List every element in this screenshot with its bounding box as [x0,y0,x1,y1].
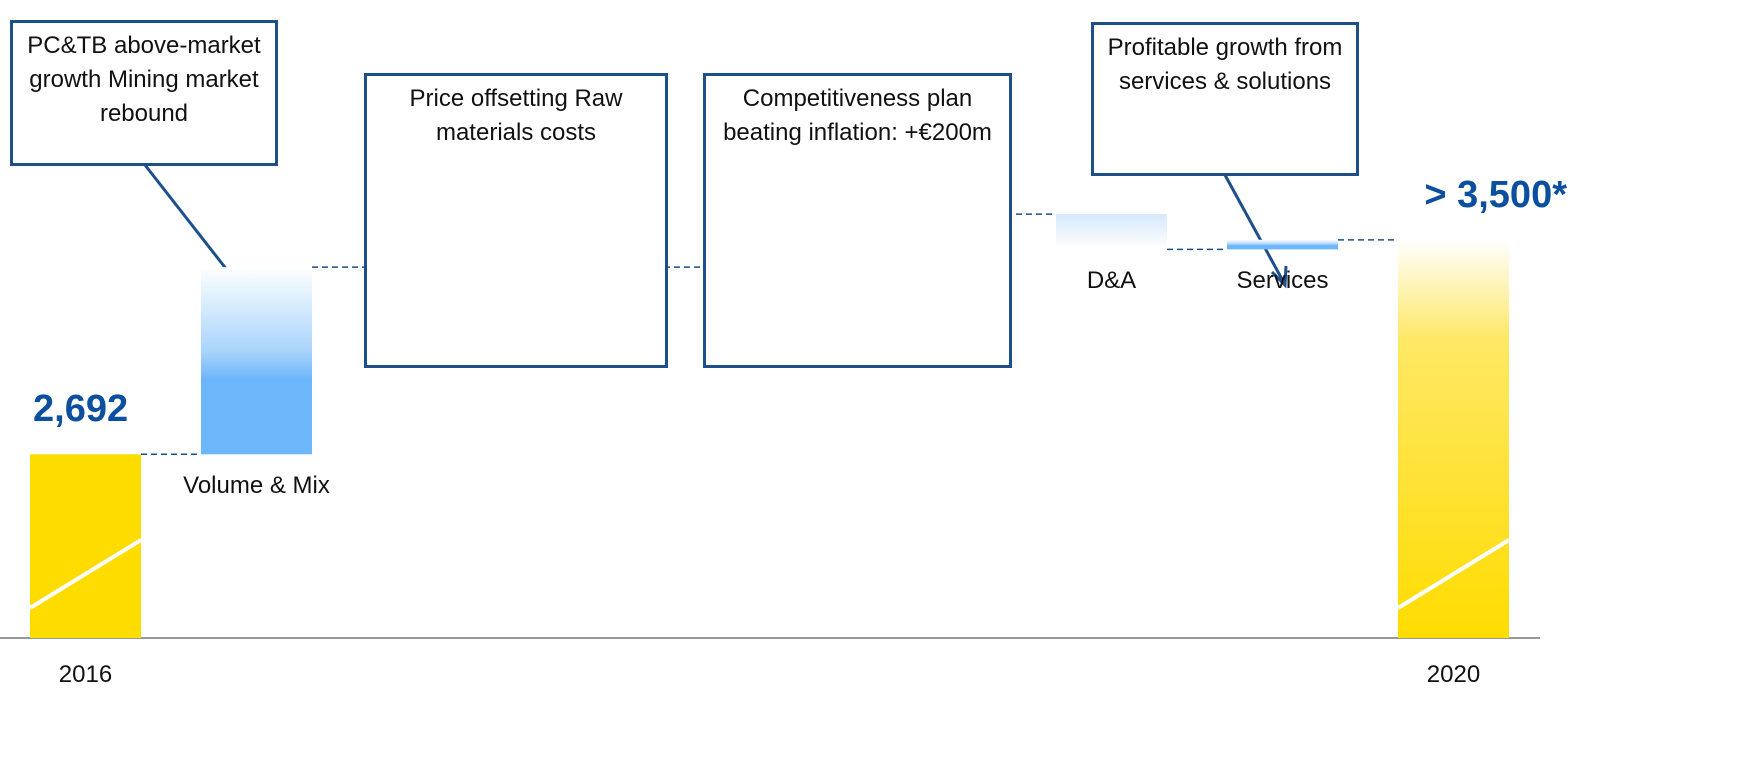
category-label: Services [1236,267,1329,295]
value-label: 2,692 [33,388,129,431]
annotation-box: Competitiveness plan beating inflation: … [703,73,1012,368]
annotation-box: Profitable growth from services & soluti… [1091,22,1359,176]
delta-bar [1056,214,1167,250]
arrow [1223,174,1285,282]
value-label: > 3,500* [1424,173,1567,216]
category-label: Volume & Mix [183,472,330,500]
annotation-box: Price offsetting Raw materials costs [364,73,668,368]
delta-bar [201,267,312,455]
arrow-head [1270,265,1288,289]
category-label: 2016 [58,661,113,688]
bar-stripe [1396,538,1511,610]
annotation-box: PC&TB above-market growth Mining market … [10,20,278,166]
delta-bar [1227,239,1338,250]
arrow [143,164,240,285]
category-label: D&A [1086,267,1137,295]
bar-stripe [28,538,143,610]
total-bar [1398,239,1509,638]
total-bar [30,454,141,638]
category-label: 2020 [1426,661,1481,688]
